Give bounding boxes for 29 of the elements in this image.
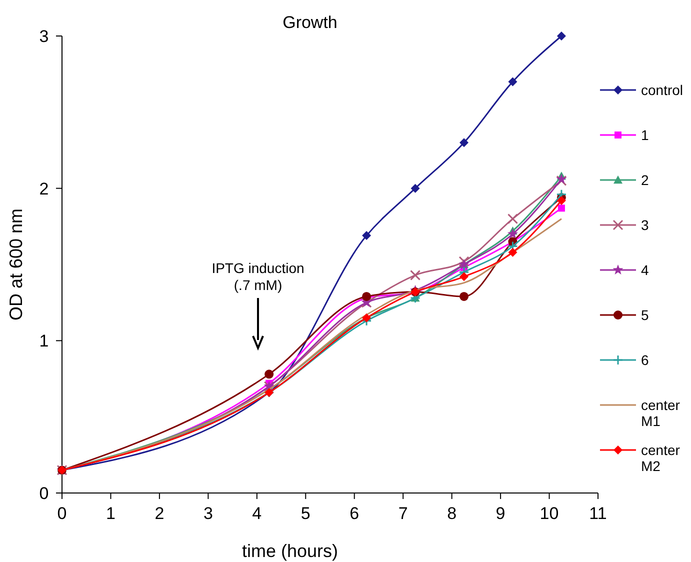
legend-label: center M1 [641,396,680,429]
legend-label: 1 [641,126,649,143]
x-tick-label: 2 [154,504,164,523]
chart-title: Growth [282,13,338,32]
x-tick-label: 3 [203,504,213,523]
legend-label: 5 [641,306,649,323]
x-tick-label: 9 [496,504,506,523]
x-tick-label: 1 [106,504,116,523]
x-tick-label: 8 [447,504,457,523]
y-tick-label: 3 [39,26,49,46]
x-tick-label: 7 [398,504,408,523]
x-tick-label: 5 [300,504,310,523]
x-tick-label: 4 [252,504,262,523]
x-tick-label: 6 [350,504,360,523]
y-tick-label: 1 [39,332,49,351]
annotation: IPTG induction (.7 mM) [212,260,304,293]
x-axis-title: time (hours) [242,541,338,561]
legend-label: 3 [641,216,649,233]
y-axis-title: OD at 600 nm [6,208,26,321]
legend-label: control [641,82,684,98]
x-tick-label: 11 [589,504,607,523]
y-tick-label: 0 [39,484,49,503]
legend-label: 6 [641,352,649,368]
legend-label: 4 [641,262,649,278]
legend-label: center M2 [641,442,680,474]
y-tick-label: 2 [39,179,49,198]
x-tick-label: 0 [57,504,67,523]
legend-label: 2 [641,172,649,188]
x-tick-label: 10 [540,504,559,523]
